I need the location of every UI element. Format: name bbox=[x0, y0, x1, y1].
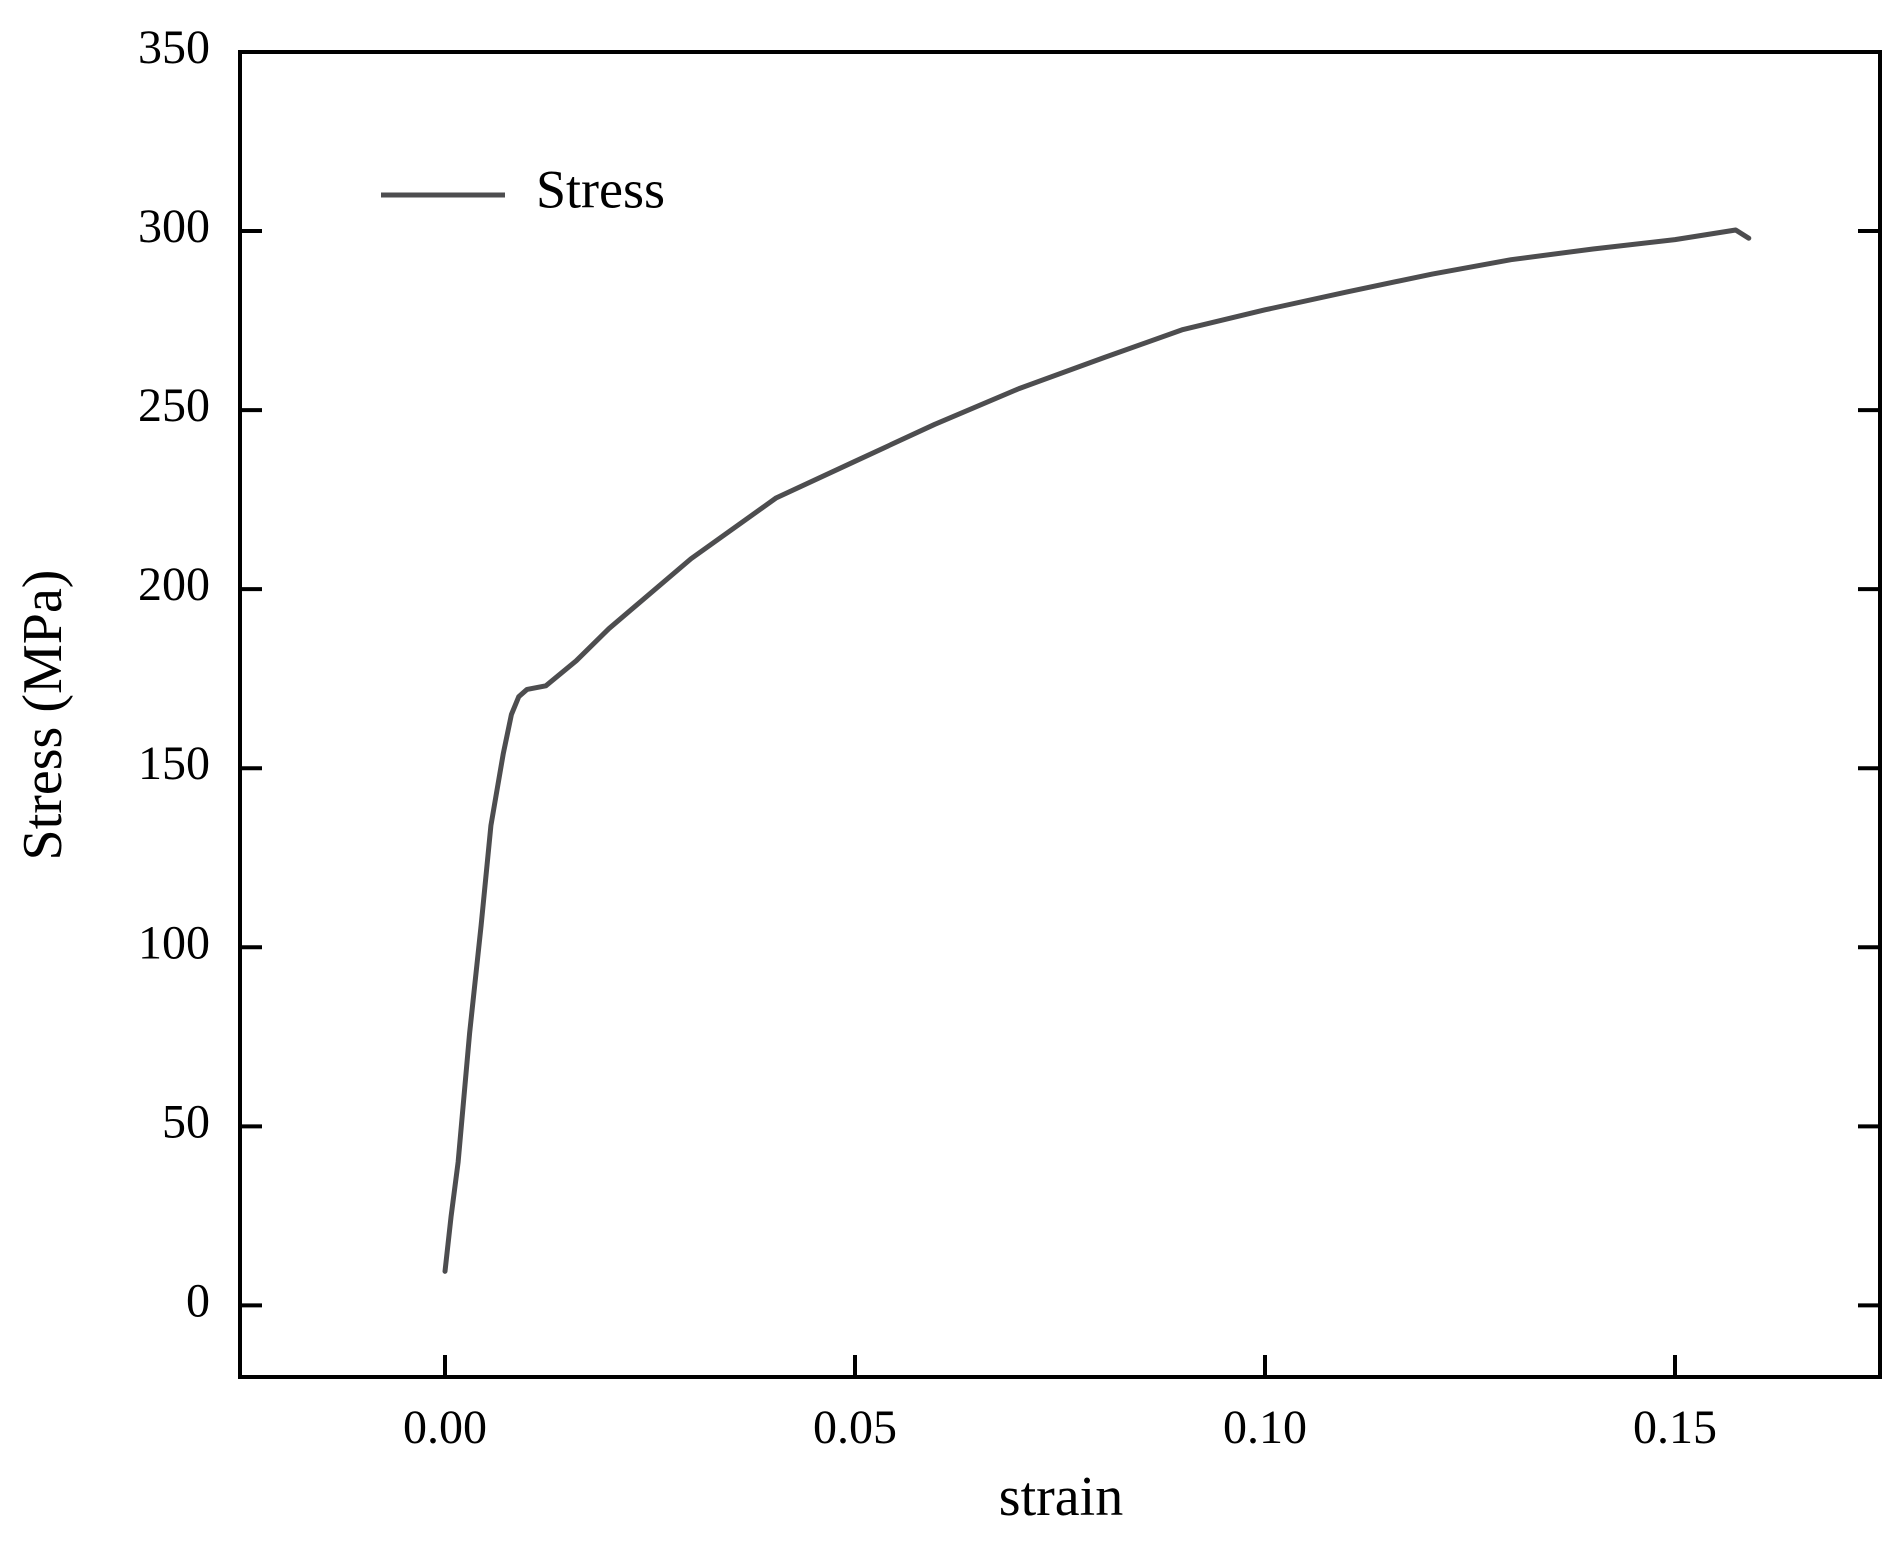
x-tick-label: 0.10 bbox=[1223, 1401, 1307, 1454]
y-tick-label: 300 bbox=[138, 200, 210, 253]
plot-frame bbox=[238, 50, 1882, 1379]
x-tick-label: 0.05 bbox=[813, 1401, 897, 1454]
y-tick-label: 200 bbox=[138, 558, 210, 611]
y-tick-label: 0 bbox=[186, 1274, 210, 1327]
x-tick-label: 0.00 bbox=[403, 1401, 487, 1454]
y-tick-label: 150 bbox=[138, 737, 210, 790]
y-tick-label: 100 bbox=[138, 916, 210, 969]
y-axis-label: Stress (MPa) bbox=[12, 570, 74, 861]
data-line bbox=[442, 227, 1752, 1274]
y-tick-label: 250 bbox=[138, 379, 210, 432]
y-tick-label: 50 bbox=[162, 1095, 210, 1148]
y-tick-label: 350 bbox=[138, 21, 210, 74]
legend-label: Stress bbox=[536, 159, 665, 219]
x-axis-label: strain bbox=[999, 1466, 1123, 1528]
x-tick-label: 0.15 bbox=[1633, 1401, 1717, 1454]
